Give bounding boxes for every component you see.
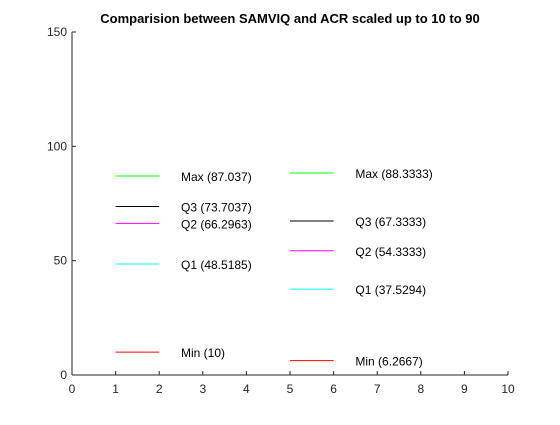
y-tick-label: 50 — [54, 254, 68, 268]
stat-label: Min (6.2667) — [355, 355, 422, 369]
y-axis-ticks: 0 50 100 150 — [47, 25, 76, 382]
stat-label: Q1 (37.5294) — [355, 283, 426, 297]
stat-label: Q2 (66.2963) — [181, 217, 252, 231]
x-tick-label: 2 — [156, 382, 163, 396]
stat-label: Q3 (73.7037) — [181, 200, 252, 214]
x-tick-label: 0 — [69, 382, 76, 396]
stat-label: Q2 (54.3333) — [355, 245, 426, 259]
y-tick-label: 100 — [47, 139, 67, 153]
x-tick-label: 6 — [330, 382, 337, 396]
x-tick-label: 1 — [112, 382, 119, 396]
x-tick-label: 4 — [243, 382, 250, 396]
stat-label: Max (87.037) — [181, 170, 252, 184]
y-tick-label: 150 — [47, 25, 67, 39]
stat-label: Min (10) — [181, 346, 225, 360]
x-tick-label: 9 — [461, 382, 468, 396]
x-tick-label: 3 — [199, 382, 206, 396]
data-marks: Max (87.037) Q3 (73.7037) Q2 (66.2963) Q1 (… — [115, 167, 433, 369]
stat-label: Q1 (48.5185) — [181, 258, 252, 272]
x-tick-label: 10 — [501, 382, 515, 396]
x-axis-ticks: 0 1 2 3 4 5 6 7 8 9 10 — [69, 371, 515, 396]
chart-title: Comparision between SAMVIQ and ACR scale… — [100, 11, 479, 26]
x-tick-label: 8 — [417, 382, 424, 396]
y-tick-label: 0 — [60, 368, 67, 382]
x-tick-label: 5 — [287, 382, 294, 396]
stat-label: Q3 (67.3333) — [355, 215, 426, 229]
stat-label: Max (88.3333) — [355, 167, 432, 181]
x-tick-label: 7 — [374, 382, 381, 396]
